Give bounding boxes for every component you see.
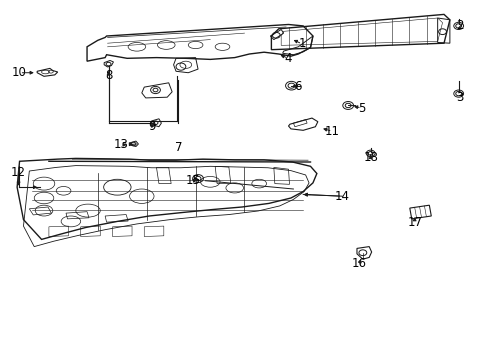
Text: 2: 2 xyxy=(455,19,463,32)
Text: 11: 11 xyxy=(325,125,339,138)
Text: 4: 4 xyxy=(284,52,292,65)
Text: 3: 3 xyxy=(455,91,463,104)
Text: 12: 12 xyxy=(11,166,26,179)
Text: 13: 13 xyxy=(114,138,128,151)
Text: 10: 10 xyxy=(12,66,27,79)
Text: 7: 7 xyxy=(174,141,182,154)
Text: 9: 9 xyxy=(147,120,155,132)
Text: 1: 1 xyxy=(298,37,305,50)
Text: 16: 16 xyxy=(351,257,366,270)
Text: 8: 8 xyxy=(104,69,112,82)
Text: 18: 18 xyxy=(363,151,377,164)
Text: 14: 14 xyxy=(334,190,349,203)
Text: 17: 17 xyxy=(407,216,421,229)
Text: 6: 6 xyxy=(294,80,302,93)
Text: 15: 15 xyxy=(185,174,200,187)
Text: 5: 5 xyxy=(357,102,365,114)
